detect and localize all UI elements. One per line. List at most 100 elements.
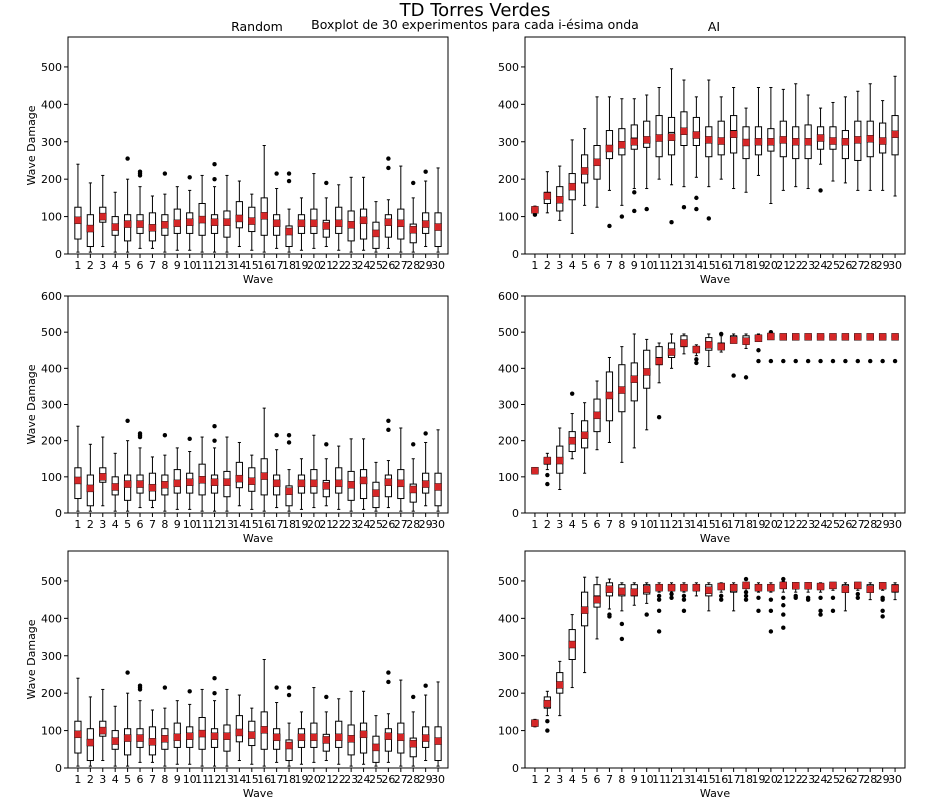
x-tick-label: 9 [174, 773, 181, 786]
box-wave-26 [841, 582, 850, 612]
mean-marker [223, 478, 231, 486]
x-tick-label: 29 [876, 518, 890, 531]
outlier-point [843, 358, 848, 364]
x-tick-label: 21 [319, 518, 333, 531]
x-tick-label: 2 [544, 773, 551, 786]
box-wave-28 [866, 582, 874, 601]
box-iqr [124, 728, 132, 756]
x-tick-label: 28 [863, 773, 877, 786]
outlier-point [386, 165, 391, 171]
outlier-point [681, 608, 687, 614]
outlier-point [880, 608, 885, 614]
box-wave-27 [854, 333, 862, 364]
x-axis-label: Wave [700, 273, 730, 286]
mean-marker [198, 215, 206, 224]
outlier-point [756, 348, 761, 353]
mean-marker [829, 581, 837, 590]
x-tick-label: 7 [606, 773, 613, 786]
mean-marker [136, 734, 144, 742]
outlier-point [632, 208, 637, 214]
x-tick-label: 12 [665, 773, 679, 786]
x-tick-label: 5 [124, 518, 131, 531]
box-wave-29 [421, 431, 430, 507]
box-wave-29 [421, 683, 430, 762]
mean-marker [568, 436, 576, 445]
mean-marker [123, 480, 132, 488]
outlier-point [756, 358, 761, 364]
box-iqr [235, 715, 243, 743]
x-tick-label: 9 [174, 259, 181, 272]
mean-marker [854, 333, 862, 341]
mean-marker [310, 479, 318, 488]
outlier-point [411, 694, 416, 700]
outlier-point [793, 358, 798, 364]
x-tick-label: 22 [332, 259, 346, 272]
box-wave-12 [210, 424, 219, 512]
mean-marker [260, 212, 268, 220]
mean-marker [655, 134, 663, 142]
x-tick-label: 28 [406, 518, 420, 531]
x-tick-label: 5 [124, 773, 131, 786]
box-wave-19 [297, 458, 306, 510]
x-tick-label: 6 [137, 259, 144, 272]
outlier-point [719, 597, 724, 602]
mean-marker [667, 133, 676, 141]
box-iqr [235, 201, 243, 229]
mean-marker [531, 466, 539, 475]
mean-marker [692, 583, 701, 592]
box-wave-24 [359, 690, 368, 765]
mean-marker [185, 218, 194, 226]
x-tick-label: 28 [863, 259, 877, 272]
outlier-point [187, 689, 192, 694]
mean-marker [618, 141, 626, 149]
y-tick-label: 100 [41, 725, 62, 738]
outlier-point [706, 216, 711, 221]
box-wave-8 [618, 98, 626, 219]
x-tick-label: 13 [220, 773, 234, 786]
x-tick-label: 4 [569, 518, 576, 531]
box-wave-17 [272, 433, 281, 509]
x-tick-label: 30 [888, 773, 902, 786]
outlier-point [830, 595, 836, 600]
box-wave-22 [792, 333, 800, 364]
x-tick-label: 13 [220, 259, 234, 272]
mean-marker [841, 138, 850, 146]
outlier-point [855, 591, 861, 597]
x-tick-label: 16 [257, 518, 271, 531]
x-tick-label: 24 [814, 773, 828, 786]
x-tick-label: 3 [99, 259, 106, 272]
mean-marker [74, 216, 82, 225]
mean-marker [111, 737, 119, 745]
box-wave-28 [409, 694, 417, 767]
box-wave-3 [556, 165, 564, 221]
outlier-point [386, 679, 391, 685]
box-wave-7 [605, 96, 614, 229]
mean-marker [866, 135, 874, 143]
outlier-point [669, 219, 674, 225]
x-tick-label: 19 [751, 518, 765, 531]
outlier-point [669, 595, 674, 600]
box-wave-20 [310, 687, 318, 763]
mean-marker [729, 336, 738, 344]
x-tick-label: 22 [789, 518, 803, 531]
x-tick-label: 26 [381, 773, 395, 786]
x-tick-label: 13 [677, 518, 691, 531]
plot-frame [67, 550, 449, 769]
outlier-point [768, 629, 774, 634]
box-wave-2 [543, 452, 552, 487]
mean-marker [618, 386, 626, 394]
box-wave-28 [409, 442, 417, 512]
x-tick-label: 25 [369, 518, 383, 531]
y-tick-label: 500 [41, 575, 62, 588]
y-tick-label: 600 [41, 290, 62, 303]
x-tick-label: 21 [776, 518, 790, 531]
outlier-point [619, 214, 625, 219]
outlier-point [719, 593, 724, 599]
mean-marker [717, 342, 725, 351]
box-wave-28 [866, 83, 874, 191]
x-tick-label: 15 [245, 773, 259, 786]
outlier-point [286, 171, 292, 176]
x-tick-label: 8 [618, 773, 625, 786]
mean-marker [754, 583, 763, 592]
x-tick-label: 18 [282, 259, 296, 272]
